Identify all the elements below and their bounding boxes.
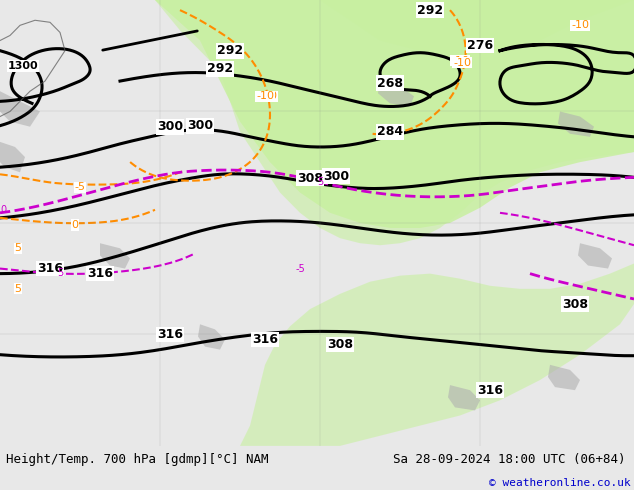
Polygon shape [0,142,25,172]
Polygon shape [155,0,634,446]
Text: Sa 28-09-2024 18:00 UTC (06+84): Sa 28-09-2024 18:00 UTC (06+84) [393,453,626,466]
Polygon shape [578,243,612,269]
Text: 284: 284 [377,125,403,138]
Polygon shape [100,243,130,269]
Text: Height/Temp. 700 hPa [gdmp][°C] NAM: Height/Temp. 700 hPa [gdmp][°C] NAM [6,453,269,466]
Polygon shape [320,0,634,56]
Text: 5: 5 [15,284,22,294]
Text: -5: -5 [75,182,86,193]
Text: 268: 268 [377,76,403,90]
Text: 316: 316 [37,262,63,275]
Polygon shape [558,112,594,137]
Polygon shape [548,365,580,390]
Polygon shape [155,0,634,228]
Text: 316: 316 [252,333,278,346]
Text: 316: 316 [87,267,113,280]
Text: -5: -5 [295,264,305,273]
Text: 308: 308 [297,172,323,185]
Text: 5: 5 [15,244,22,253]
Text: 292: 292 [417,3,443,17]
Text: 276: 276 [467,39,493,52]
Text: 308: 308 [327,338,353,351]
Text: 316: 316 [477,384,503,397]
Text: -10: -10 [571,21,589,30]
Polygon shape [448,385,480,411]
Text: 0: 0 [0,205,6,215]
Text: 300: 300 [323,170,349,183]
Polygon shape [378,81,414,106]
Text: 308: 308 [562,297,588,311]
Text: 292: 292 [207,62,233,75]
Polygon shape [198,324,225,350]
Text: 5: 5 [317,177,323,187]
Text: -10: -10 [453,58,471,68]
Text: 316: 316 [157,328,183,341]
Text: 300: 300 [157,120,183,133]
Text: -10: -10 [451,56,469,66]
Text: 1300: 1300 [8,61,39,71]
Polygon shape [0,91,40,127]
Text: -10: -10 [256,91,274,101]
Text: 308: 308 [297,172,323,185]
Text: -10: -10 [259,91,277,101]
Text: 292: 292 [217,44,243,57]
Text: 300: 300 [187,119,213,132]
Text: 5: 5 [57,268,63,278]
Text: 0: 0 [72,220,79,230]
Text: © weatheronline.co.uk: © weatheronline.co.uk [489,478,631,488]
